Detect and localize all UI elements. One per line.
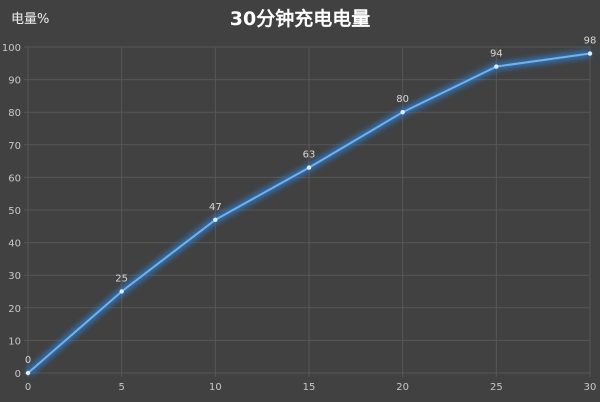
x-tick-label: 5: [118, 382, 124, 393]
x-tick-label: 20: [396, 382, 409, 393]
data-label: 94: [490, 49, 503, 60]
x-tick-label: 25: [490, 382, 503, 393]
data-point: [119, 289, 124, 294]
y-tick-label: 50: [8, 206, 21, 217]
data-point: [400, 110, 405, 115]
axes: 0 10 20 30 40 50 60 70 80 90 100 0 5 10 15 20 25 30: [2, 43, 596, 393]
data-point: [587, 51, 593, 56]
y-tick-label: 0: [15, 369, 21, 380]
grid: [24, 46, 591, 377]
data-label: 0: [25, 355, 31, 366]
data-label: 98: [584, 36, 597, 47]
y-axis-label: 电量%: [11, 12, 49, 27]
data-point: [25, 370, 31, 376]
data-label: 63: [303, 150, 316, 161]
data-point: [213, 217, 218, 222]
data-label: 47: [209, 202, 222, 213]
y-tick-label: 80: [8, 108, 21, 119]
data-point: [494, 64, 499, 69]
y-tick-label: 30: [8, 271, 21, 282]
y-tick-label: 70: [8, 141, 21, 152]
chart-title: 30分钟充电电量: [230, 7, 370, 30]
x-tick-label: 10: [209, 382, 222, 393]
data-point: [306, 165, 312, 170]
y-tick-label: 100: [2, 43, 21, 54]
y-tick-label: 90: [8, 76, 21, 87]
x-tick-label: 0: [25, 382, 31, 393]
series: 0 25 47 63 80 94 98: [25, 36, 597, 376]
y-tick-label: 40: [8, 239, 21, 250]
data-label: 25: [115, 274, 128, 285]
x-tick-label: 30: [584, 382, 597, 393]
data-label: 80: [396, 94, 409, 105]
y-tick-label: 20: [8, 304, 21, 315]
x-tick-label: 15: [303, 382, 316, 393]
y-tick-label: 60: [8, 173, 21, 184]
y-tick-label: 10: [8, 336, 21, 347]
